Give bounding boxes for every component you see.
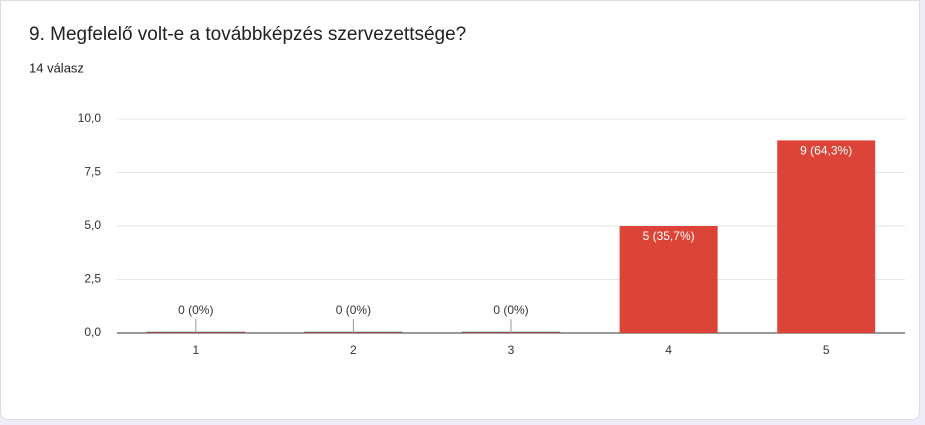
data-label: 0 (0%) xyxy=(336,303,371,317)
x-tick-label: 1 xyxy=(192,343,199,357)
y-tick-label: 7,5 xyxy=(84,165,101,179)
chart-title: 9. Megfelelő volt-e a továbbképzés szerv… xyxy=(29,24,466,45)
y-tick-label: 2,5 xyxy=(84,272,101,286)
bar xyxy=(619,226,718,333)
bar xyxy=(777,140,876,333)
y-tick-label: 0,0 xyxy=(84,325,101,339)
x-tick-label: 4 xyxy=(665,343,672,357)
data-label: 0 (0%) xyxy=(178,303,213,317)
x-tick-label: 2 xyxy=(350,343,357,357)
chart-subtitle: 14 válasz xyxy=(29,60,84,75)
x-tick-label: 5 xyxy=(823,343,830,357)
y-tick-label: 5,0 xyxy=(84,218,101,232)
y-tick-label: 10,0 xyxy=(78,111,102,125)
data-label: 9 (64,3%) xyxy=(800,144,852,158)
data-label: 0 (0%) xyxy=(493,303,528,317)
data-label: 5 (35,7%) xyxy=(643,229,695,243)
x-tick-label: 3 xyxy=(508,343,515,357)
